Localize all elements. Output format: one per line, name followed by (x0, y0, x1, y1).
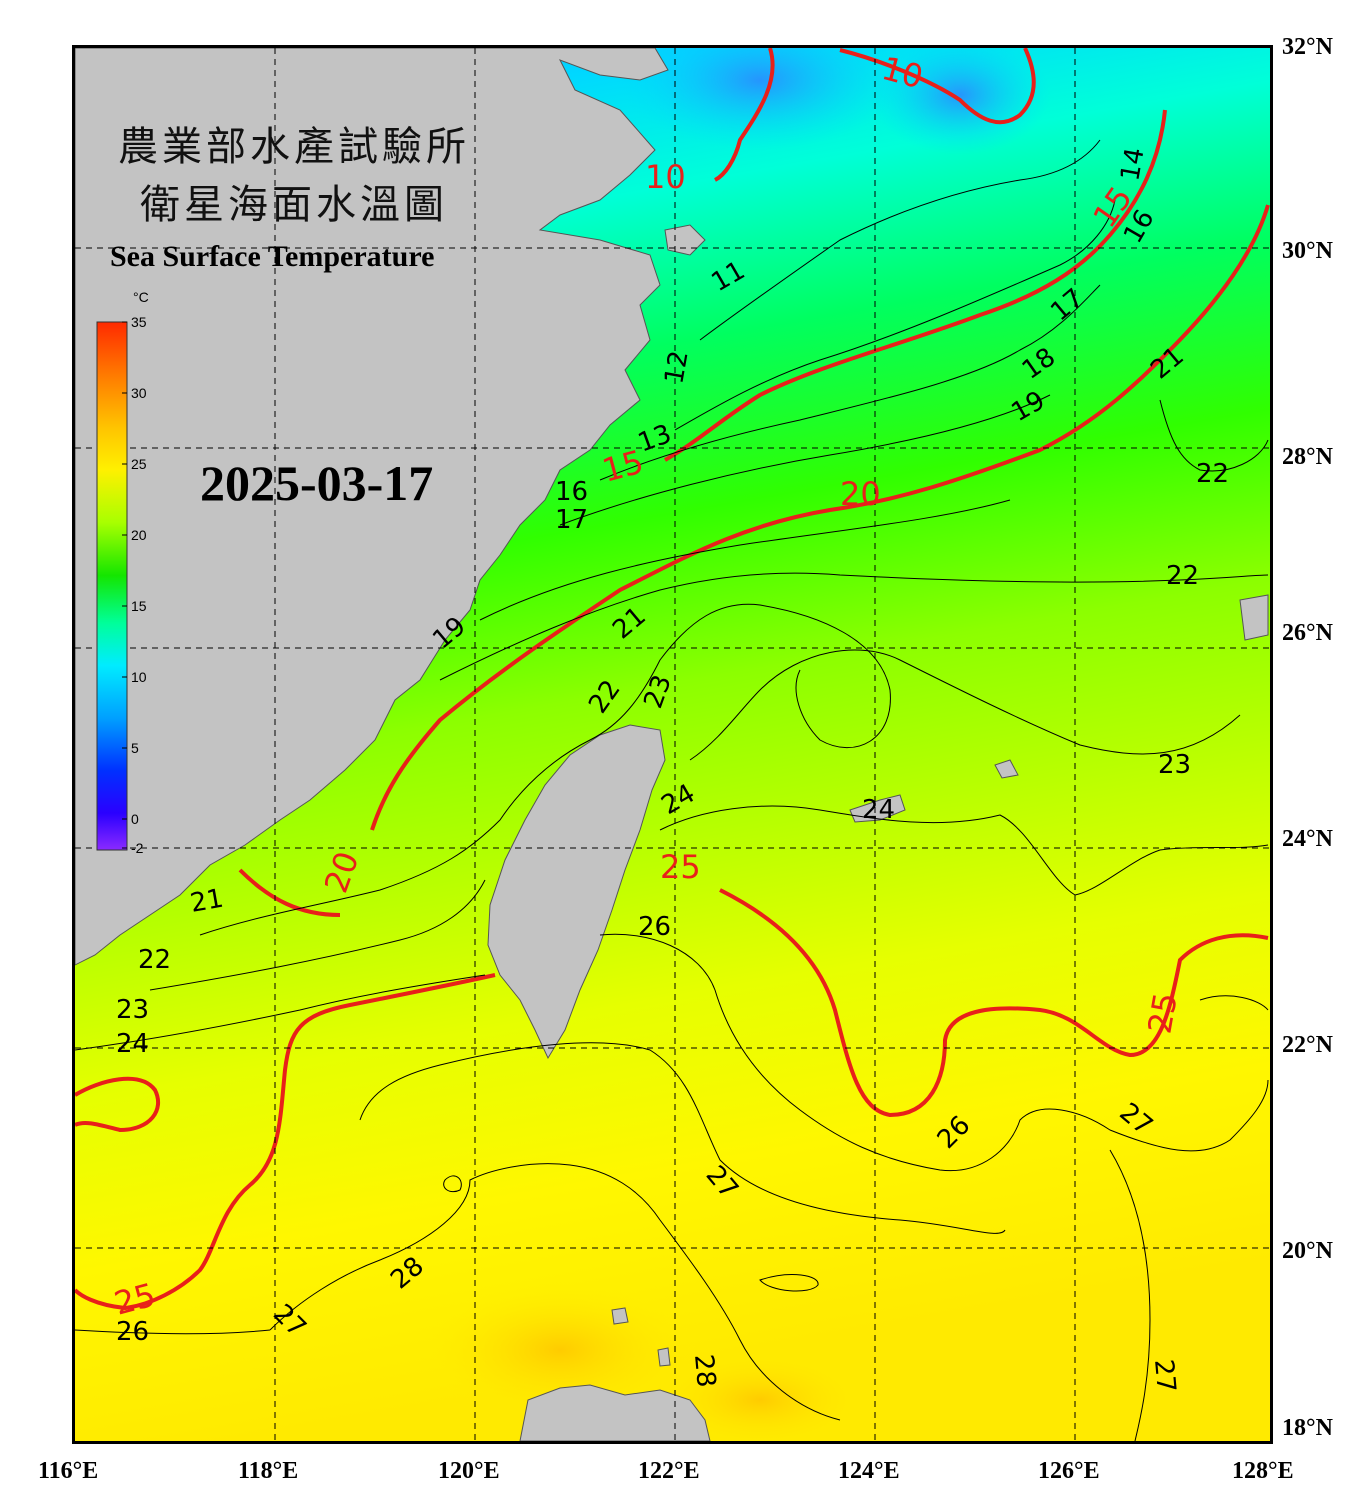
contour-label-21-sw: 21 (188, 884, 226, 919)
colorbar-tick-label: -2 (131, 840, 144, 856)
land-china-mainland (75, 48, 669, 966)
lon-label: 116°E (38, 1458, 98, 1484)
isotherm-20 (370, 204, 1270, 831)
cold-water-patch (620, 48, 900, 150)
longitude-labels: 116°E 118°E 120°E 122°E 124°E 126°E 128°… (38, 1458, 1294, 1484)
land-ryukyu-island-3 (1239, 594, 1269, 641)
lon-label: 118°E (238, 1458, 298, 1484)
lon-label: 120°E (438, 1458, 500, 1484)
land-ryukyu-island-2 (994, 759, 1019, 779)
land-batanes-island (611, 1307, 629, 1325)
contour-label-24-ryukyu: 24 (862, 795, 895, 825)
lat-label: 22°N (1282, 1032, 1334, 1058)
isotherm-10-loop (839, 48, 1036, 125)
colorbar: °C 35 30 25 20 15 10 5 0 -2 (96, 289, 149, 856)
colorbar-scale (96, 321, 128, 851)
lat-label: 18°N (1282, 1415, 1334, 1441)
warm-water-patch (420, 1280, 700, 1420)
contour-label-20: 20 (840, 475, 881, 513)
contour-label-27-se: 27 (1148, 1358, 1181, 1394)
colorbar-tick-label: 30 (131, 385, 147, 401)
colorbar-tick-label: 0 (131, 811, 139, 827)
graticule (75, 48, 1270, 1441)
major-isotherms (75, 48, 1270, 1311)
minor-isotherms (75, 139, 1269, 1441)
contour-label-14: 14 (1115, 145, 1150, 183)
latitude-labels: 32°N 30°N 28°N 26°N 24°N 22°N 20°N 18°N (1282, 34, 1334, 1441)
lon-label: 124°E (838, 1458, 900, 1484)
contour-label-25-e: 25 (1140, 990, 1184, 1037)
contour-label-17-west: 17 (555, 505, 588, 535)
land-luzon (519, 1384, 711, 1441)
colorbar-tick-label: 15 (131, 598, 147, 614)
lat-label: 30°N (1282, 238, 1334, 264)
lat-label: 26°N (1282, 620, 1334, 646)
colorbar-tick-label: 20 (131, 527, 147, 543)
lon-label: 126°E (1038, 1458, 1100, 1484)
land-ryukyu-island (849, 794, 906, 823)
title-english: Sea Surface Temperature (110, 240, 434, 273)
title-block: 農業部水產試驗所 衛星海面水溫圖 Sea Surface Temperature… (110, 124, 470, 511)
contour-label-22-e2: 22 (1166, 561, 1199, 591)
lat-label: 28°N (1282, 444, 1334, 470)
contour-label-22-w: 22 (138, 945, 171, 975)
map-area[interactable]: 11 12 13 14 16 16 17 17 18 19 19 21 21 2… (75, 10, 1270, 1450)
contour-label-22-e: 22 (1196, 459, 1229, 489)
contour-label-23-w: 23 (116, 995, 149, 1025)
title-chart-name: 衛星海面水溫圖 (140, 182, 448, 228)
title-agency: 農業部水產試驗所 (118, 124, 470, 170)
isotherm-25-north (719, 888, 1269, 1118)
colorbar-tick-label: 10 (131, 669, 147, 685)
contour-label-26-sw: 26 (116, 1317, 149, 1347)
land-babuyan-island (657, 1347, 671, 1367)
isotherm-25-loop (75, 1076, 161, 1133)
contour-label-26: 26 (638, 912, 671, 942)
colorbar-tick-label: 35 (131, 314, 147, 330)
isotherm-15 (664, 109, 1167, 462)
lat-label: 20°N (1282, 1238, 1334, 1264)
date-label: 2025-03-17 (200, 455, 433, 511)
contour-label-12: 12 (659, 348, 694, 386)
isotherm-25-west (75, 973, 496, 1311)
lon-label: 128°E (1232, 1458, 1294, 1484)
contour-label-24-w: 24 (116, 1029, 149, 1059)
contour-label-23-e: 23 (1158, 750, 1191, 780)
warm-water-patch-2 (650, 1350, 870, 1441)
lon-label: 122°E (638, 1458, 700, 1484)
isotherm-10-north (713, 48, 775, 182)
contour-label-28-s: 28 (688, 1353, 721, 1389)
colorbar-ticks (122, 321, 127, 849)
lat-label: 32°N (1282, 34, 1334, 60)
contour-label-10-west: 10 (645, 158, 686, 196)
colorbar-unit: °C (133, 289, 149, 305)
lat-label: 24°N (1282, 826, 1334, 852)
land-taiwan (487, 724, 666, 1060)
isotherm-20-south (238, 868, 341, 917)
colorbar-tick-label: 5 (131, 740, 139, 756)
colorbar-tick-label: 25 (131, 456, 147, 472)
contour-label-16-west: 16 (555, 477, 588, 507)
contour-label-25: 25 (660, 848, 701, 886)
major-contour-labels: 10 10 15 15 20 20 25 25 25 (110, 49, 1185, 1323)
